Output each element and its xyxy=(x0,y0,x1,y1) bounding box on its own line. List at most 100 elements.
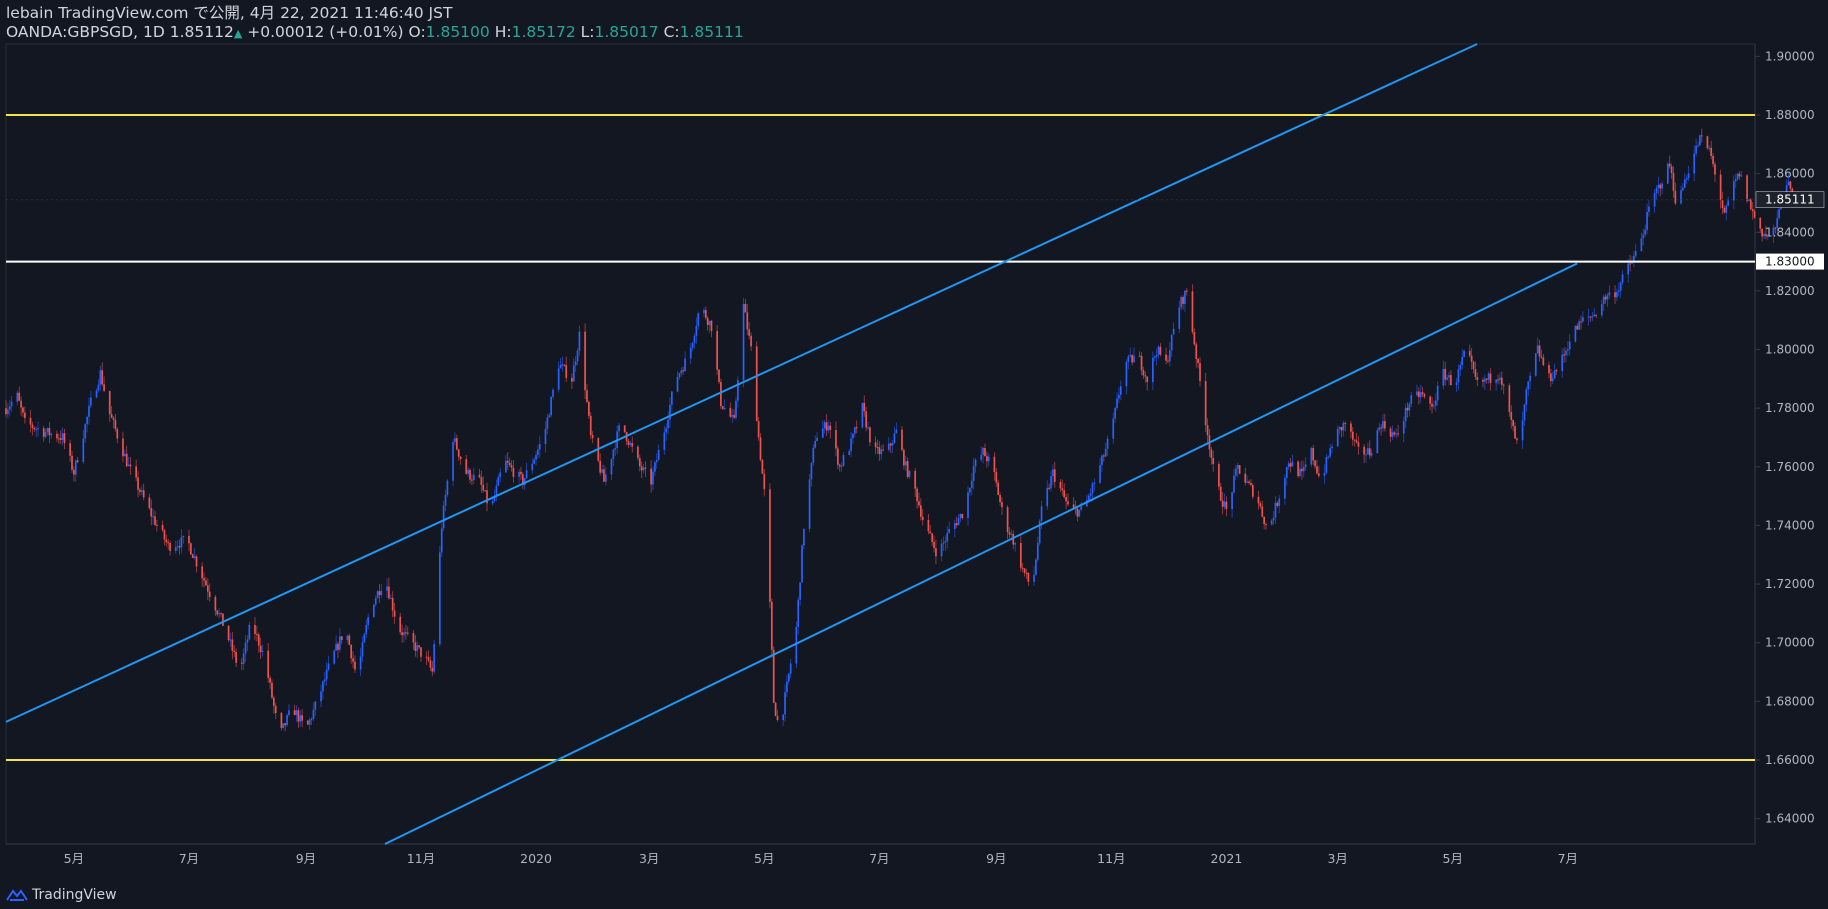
candle-body xyxy=(935,548,937,557)
candle-body xyxy=(471,479,473,481)
candle-body xyxy=(821,428,824,438)
candle-body xyxy=(1370,453,1373,456)
candle-body xyxy=(465,459,468,474)
candle-body xyxy=(1423,394,1426,397)
tradingview-footer[interactable]: TradingView xyxy=(6,887,117,903)
candle-body xyxy=(614,448,617,450)
candle-body xyxy=(776,716,779,721)
candle-body xyxy=(86,416,88,425)
candle-body xyxy=(482,484,485,491)
candle-body xyxy=(571,377,573,382)
candle-body xyxy=(1732,181,1735,201)
x-tick-label: 9月 xyxy=(986,851,1006,866)
candle-body xyxy=(1006,507,1009,533)
candle-body xyxy=(1499,377,1501,380)
candle-body xyxy=(137,477,139,490)
candle-body xyxy=(248,624,251,640)
candle-body xyxy=(1210,449,1213,458)
candle-body xyxy=(429,660,432,668)
candle-body xyxy=(1648,206,1650,212)
candle-body xyxy=(142,490,145,498)
candle-body xyxy=(1257,496,1260,504)
candle-body xyxy=(214,596,217,611)
candle-body xyxy=(1685,178,1688,180)
candle-body xyxy=(242,653,245,664)
candle-body xyxy=(565,365,568,378)
candle-body xyxy=(795,626,798,664)
candle-body xyxy=(559,364,562,369)
candle-body xyxy=(1657,184,1660,189)
candle-body xyxy=(1712,155,1714,165)
candle-body xyxy=(1619,282,1622,291)
candle-body xyxy=(1191,291,1194,332)
candle-body xyxy=(1617,290,1620,293)
candle-body xyxy=(863,402,866,412)
candle-body xyxy=(310,718,313,720)
candle-body xyxy=(7,409,9,415)
chart-header: lebain TradingView.com で公開, 4月 22, 2021 … xyxy=(6,4,744,42)
candle-body xyxy=(770,601,773,650)
candle-body xyxy=(44,432,47,437)
candle-body xyxy=(33,427,36,430)
candle-body xyxy=(1538,345,1541,357)
candle-body xyxy=(967,492,969,519)
candle-body xyxy=(1621,274,1624,283)
candle-body xyxy=(763,473,766,490)
candle-body xyxy=(337,643,339,650)
candle-body xyxy=(1525,389,1528,405)
candle-body xyxy=(1723,208,1726,213)
candle-body xyxy=(786,681,788,693)
candle-body xyxy=(1408,403,1411,411)
candle-body xyxy=(1606,295,1609,300)
candle-body xyxy=(1633,255,1635,262)
candle-body xyxy=(1642,234,1645,239)
candle-body xyxy=(1331,446,1333,449)
candle-body xyxy=(508,462,511,466)
candle-body xyxy=(827,425,830,431)
candle-body xyxy=(1344,422,1347,424)
x-tick-label: 7月 xyxy=(1558,851,1578,866)
candle-body xyxy=(678,373,681,378)
candle-body xyxy=(603,469,605,482)
candle-body xyxy=(919,505,922,517)
candle-body xyxy=(139,489,141,492)
candle-body xyxy=(1299,468,1301,477)
candle-body xyxy=(1221,500,1224,507)
plot-frame xyxy=(5,43,1756,845)
candle-body xyxy=(206,585,209,592)
x-tick-label: 3月 xyxy=(1327,851,1347,866)
candle-body xyxy=(1778,209,1780,219)
candle-body xyxy=(22,407,24,413)
y-tick-label: 1.86000 xyxy=(1765,167,1815,181)
candle-body xyxy=(193,556,196,558)
candle-body xyxy=(1600,304,1603,316)
candle-body xyxy=(997,482,1000,495)
candle-body xyxy=(959,513,962,519)
candle-body xyxy=(1444,368,1447,380)
candle-body xyxy=(993,456,996,473)
candle-body xyxy=(987,456,990,462)
candle-body xyxy=(1065,497,1067,502)
candle-body xyxy=(1155,354,1158,357)
candle-body xyxy=(642,467,645,471)
candle-body xyxy=(1287,463,1290,468)
candle-body xyxy=(525,470,528,479)
candle-body xyxy=(953,523,956,529)
candle-body xyxy=(853,427,856,434)
candle-body xyxy=(1589,316,1592,318)
candle-body xyxy=(1357,442,1360,447)
candle-body xyxy=(1670,166,1673,173)
candle-body xyxy=(782,714,784,721)
candle-body xyxy=(1487,373,1490,380)
candle-body xyxy=(73,469,75,475)
candle-body xyxy=(154,516,156,525)
candle-body xyxy=(1740,175,1743,177)
candle-body xyxy=(610,458,613,475)
candle-body xyxy=(246,639,249,643)
candle-body xyxy=(1540,356,1543,358)
candle-body xyxy=(1236,465,1239,469)
candle-body xyxy=(1027,572,1030,582)
candle-body xyxy=(1038,520,1041,544)
candle-body xyxy=(891,443,894,446)
